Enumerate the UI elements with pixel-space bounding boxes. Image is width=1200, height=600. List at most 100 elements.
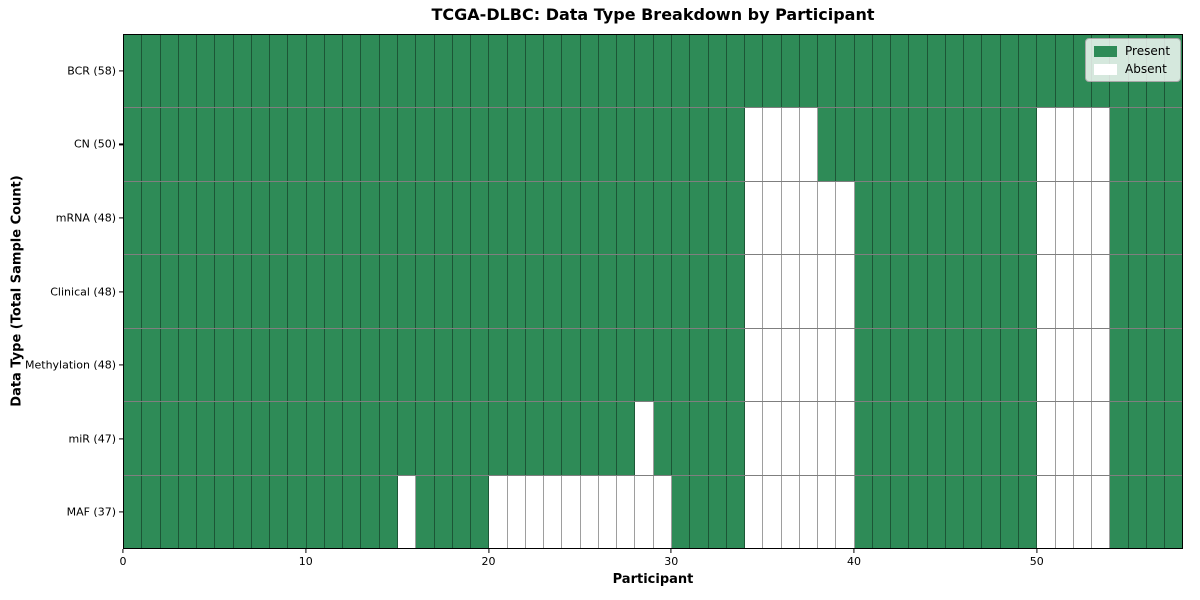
cell-cn-p26 xyxy=(598,108,618,181)
x-tick-mark xyxy=(853,549,855,553)
cell-bcr-p43 xyxy=(909,35,928,108)
cell-bcr-p42 xyxy=(891,35,910,108)
cell-bcr-p28 xyxy=(635,35,654,108)
cell-clinical-p43 xyxy=(909,255,928,328)
cell-cn-p30 xyxy=(671,108,691,181)
cell-maf-p33 xyxy=(726,475,746,548)
heatmap-row-mir xyxy=(124,402,1183,476)
cell-mrna-p45 xyxy=(945,181,965,255)
cell-maf-p27 xyxy=(617,475,636,548)
cell-methylation-p22 xyxy=(525,328,545,402)
cell-bcr-p19 xyxy=(471,35,490,108)
cell-bcr-p8 xyxy=(270,35,289,108)
cell-cn-p52 xyxy=(1073,108,1093,181)
cell-mrna-p9 xyxy=(288,181,307,255)
cell-maf-p31 xyxy=(690,475,709,548)
cell-mir-p23 xyxy=(544,402,563,475)
cell-mrna-p30 xyxy=(671,181,691,255)
cell-methylation-p38 xyxy=(818,328,837,402)
cell-methylation-p2 xyxy=(160,328,179,402)
cell-clinical-p45 xyxy=(945,255,965,328)
cell-methylation-p47 xyxy=(982,328,1001,402)
cell-bcr-p47 xyxy=(982,35,1001,108)
cell-cn-p34 xyxy=(745,108,764,181)
legend-swatch-absent-icon xyxy=(1094,63,1117,75)
cell-maf-p42 xyxy=(891,475,910,548)
cell-methylation-p6 xyxy=(233,328,252,402)
cell-bcr-p33 xyxy=(726,35,746,108)
cell-bcr-p30 xyxy=(671,35,691,108)
cell-cn-p43 xyxy=(909,108,928,181)
cell-maf-p24 xyxy=(562,475,581,548)
cell-mrna-p42 xyxy=(891,181,910,255)
cell-mrna-p33 xyxy=(726,181,746,255)
cell-clinical-p19 xyxy=(471,255,490,328)
cell-maf-p23 xyxy=(544,475,563,548)
y-tick-label-mrna: mRNA (48) xyxy=(55,211,116,225)
cell-cn-p36 xyxy=(781,108,800,181)
cell-maf-p6 xyxy=(233,475,252,548)
cell-mrna-p18 xyxy=(452,181,472,255)
cell-clinical-p40 xyxy=(854,255,873,328)
cell-maf-p1 xyxy=(142,475,161,548)
cell-maf-p38 xyxy=(818,475,837,548)
cell-mrna-p35 xyxy=(763,181,782,255)
cell-mir-p17 xyxy=(434,402,453,475)
cell-mrna-p16 xyxy=(416,181,435,255)
cell-cn-p23 xyxy=(544,108,563,181)
cell-bcr-p18 xyxy=(452,35,472,108)
cell-mrna-p28 xyxy=(635,181,654,255)
cell-cn-p54 xyxy=(1110,108,1129,181)
legend: Present Absent xyxy=(1085,38,1182,82)
cell-cn-p0 xyxy=(124,108,143,181)
cell-mrna-p47 xyxy=(982,181,1001,255)
cell-mrna-p54 xyxy=(1110,181,1129,255)
cell-maf-p2 xyxy=(160,475,179,548)
cell-maf-p53 xyxy=(1092,475,1111,548)
cell-methylation-p17 xyxy=(434,328,453,402)
x-tick-label-10: 10 xyxy=(298,555,313,568)
legend-swatch-present-icon xyxy=(1094,45,1117,57)
cell-cn-p47 xyxy=(982,108,1001,181)
cell-methylation-p28 xyxy=(635,328,654,402)
cell-bcr-p35 xyxy=(763,35,782,108)
cell-cn-p21 xyxy=(507,108,526,181)
cell-maf-p52 xyxy=(1073,475,1093,548)
cell-cn-p2 xyxy=(160,108,179,181)
cell-mrna-p4 xyxy=(197,181,216,255)
cell-mir-p22 xyxy=(525,402,545,475)
cell-mrna-p52 xyxy=(1073,181,1093,255)
cell-clinical-p9 xyxy=(288,255,307,328)
cell-mir-p21 xyxy=(507,402,526,475)
cell-mir-p49 xyxy=(1019,402,1038,475)
cell-clinical-p56 xyxy=(1146,255,1166,328)
cell-methylation-p23 xyxy=(544,328,563,402)
cell-mir-p8 xyxy=(270,402,289,475)
cell-mir-p0 xyxy=(124,402,143,475)
cell-maf-p57 xyxy=(1165,475,1183,548)
cell-mrna-p26 xyxy=(598,181,618,255)
cell-methylation-p48 xyxy=(1000,328,1020,402)
cell-mrna-p53 xyxy=(1092,181,1111,255)
cell-mrna-p56 xyxy=(1146,181,1166,255)
cell-mir-p18 xyxy=(452,402,472,475)
cell-clinical-p24 xyxy=(562,255,581,328)
cell-clinical-p48 xyxy=(1000,255,1020,328)
cell-maf-p45 xyxy=(945,475,965,548)
cell-clinical-p31 xyxy=(690,255,709,328)
cell-maf-p3 xyxy=(178,475,198,548)
cell-mrna-p32 xyxy=(708,181,727,255)
cell-mrna-p21 xyxy=(507,181,526,255)
cell-mrna-p14 xyxy=(379,181,398,255)
cell-bcr-p21 xyxy=(507,35,526,108)
cell-mrna-p15 xyxy=(397,181,417,255)
cell-mrna-p13 xyxy=(361,181,380,255)
cell-clinical-p52 xyxy=(1073,255,1093,328)
x-tick-mark xyxy=(670,549,672,553)
cell-bcr-p9 xyxy=(288,35,307,108)
cell-maf-p20 xyxy=(489,475,508,548)
cell-clinical-p4 xyxy=(197,255,216,328)
x-tick-mark xyxy=(305,549,307,553)
cell-clinical-p3 xyxy=(178,255,198,328)
cell-bcr-p36 xyxy=(781,35,800,108)
